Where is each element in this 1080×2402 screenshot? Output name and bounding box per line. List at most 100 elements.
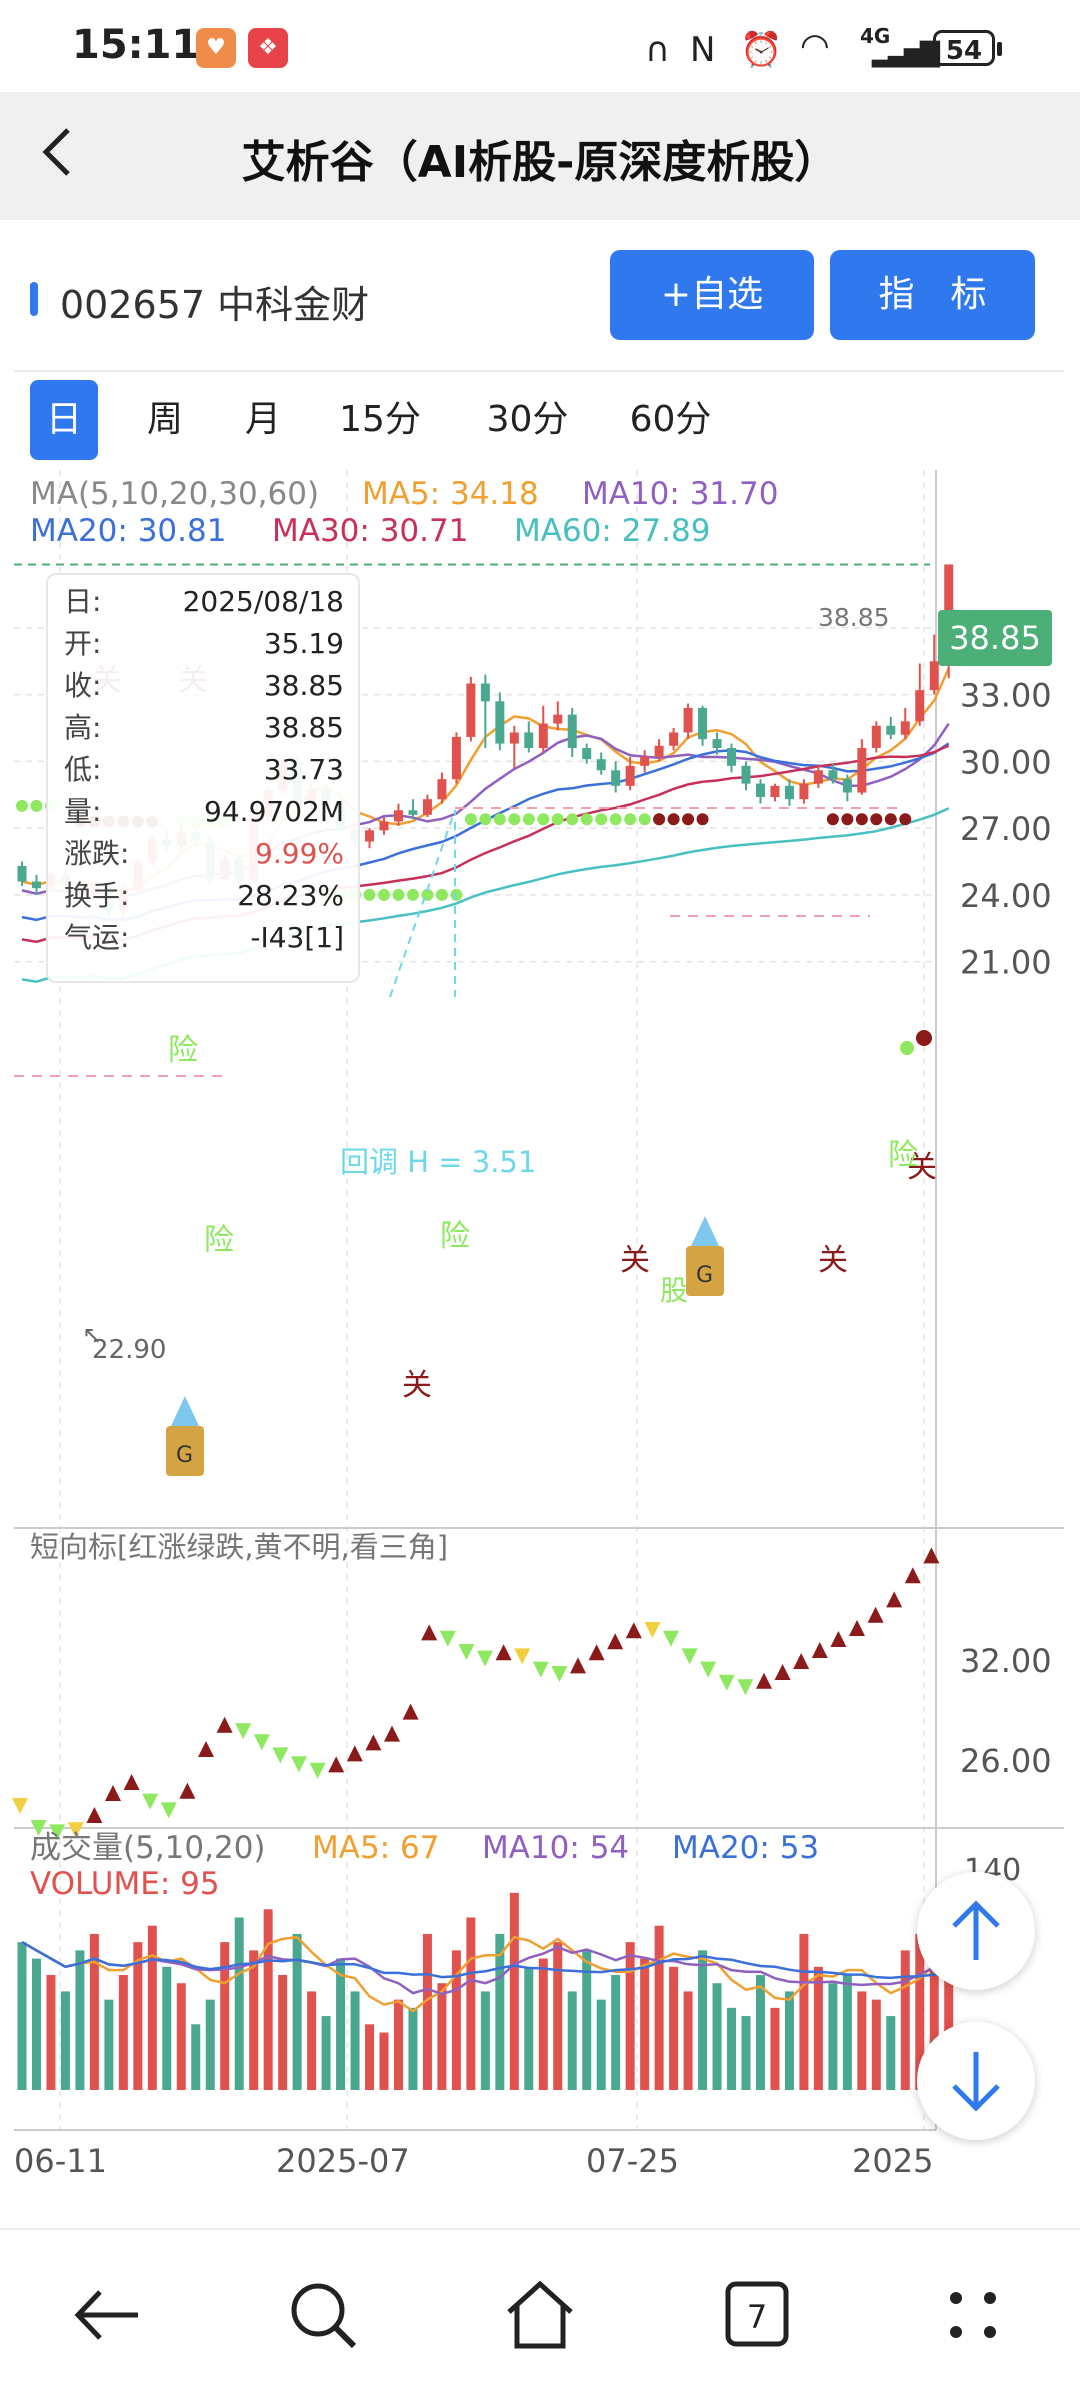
nav-menu-button[interactable] xyxy=(928,2270,1018,2360)
signal-dot xyxy=(696,813,709,826)
nav-tabs-button[interactable]: 7 xyxy=(712,2270,802,2360)
guan-label: 关 xyxy=(818,1243,848,1278)
signal-dot xyxy=(537,813,550,826)
candle-body xyxy=(900,721,910,735)
signal-dot xyxy=(609,813,622,826)
volume-bar xyxy=(75,1950,85,2090)
candle-body xyxy=(437,779,447,800)
volume-bar xyxy=(133,1942,143,2090)
high-marker-label: 38.85 xyxy=(818,603,890,632)
date-tick-label: 2025-07 xyxy=(276,2142,410,2180)
short-triangle xyxy=(30,1820,47,1836)
candle-body xyxy=(451,736,461,780)
volume-bar xyxy=(741,2016,751,2090)
tab-15min[interactable]: 15分 xyxy=(339,399,421,440)
volume-bar xyxy=(46,1975,56,2090)
candle-body xyxy=(480,683,490,702)
app-notification-icon-2: ❖ xyxy=(248,28,288,68)
back-button[interactable] xyxy=(30,112,90,192)
scroll-up-button[interactable] xyxy=(917,1872,1035,1990)
volume-bar xyxy=(640,1958,650,2090)
nav-back-button[interactable] xyxy=(62,2270,152,2360)
volume-bar xyxy=(205,1999,215,2090)
info-key: 量: xyxy=(64,795,102,828)
short-triangle xyxy=(272,1747,289,1764)
g-arrow-icon xyxy=(691,1216,719,1246)
volume-title: 成交量(5,10,20) xyxy=(30,1830,266,1866)
volume-bar xyxy=(162,1966,172,2090)
volume-bar xyxy=(625,1942,635,2090)
nav-home-button[interactable] xyxy=(495,2270,585,2360)
status-time: 15:11 xyxy=(72,22,200,68)
volume-bar xyxy=(365,2024,375,2090)
volume-value: VOLUME: 95 xyxy=(30,1866,220,1902)
tab-30min[interactable]: 30分 xyxy=(486,399,569,440)
info-key: 涨跌: xyxy=(64,837,130,870)
tab-60min[interactable]: 60分 xyxy=(629,399,712,440)
g-badge xyxy=(166,1426,204,1476)
wave-label: 回调 H = 3.51 xyxy=(340,1145,536,1179)
signal-dot xyxy=(826,813,839,826)
info-value: 33.73 xyxy=(263,753,344,786)
info-row: 高: 38.85 xyxy=(64,707,344,749)
volume-bar xyxy=(17,1942,27,2090)
candle-body xyxy=(741,765,751,784)
short-triangle xyxy=(811,1642,828,1658)
tabs-count-icon: 7 xyxy=(725,2281,789,2347)
g-badge xyxy=(686,1246,724,1296)
short-triangle xyxy=(365,1734,382,1751)
tab-week[interactable]: 周 xyxy=(146,399,183,440)
current-price-label: 38.85 xyxy=(938,610,1052,666)
short-triangle xyxy=(588,1644,605,1661)
volume-bar xyxy=(422,1933,432,2090)
info-key: 高: xyxy=(64,711,102,744)
candle-body xyxy=(698,707,708,740)
scroll-down-button[interactable] xyxy=(917,2022,1035,2140)
nav-search-button[interactable] xyxy=(278,2270,368,2360)
short-triangle xyxy=(607,1633,624,1650)
short-triangle xyxy=(495,1644,512,1661)
short-triangle xyxy=(123,1774,140,1790)
candle-body xyxy=(842,779,852,793)
wifi-icon: ◠ xyxy=(800,26,830,66)
tab-day[interactable]: 日 xyxy=(30,380,98,460)
tab-month[interactable]: 月 xyxy=(244,399,281,440)
volume-bar xyxy=(842,1975,852,2090)
date-axis: 06-11 2025-07 07-25 2025 xyxy=(14,2142,933,2180)
headphone-icon: ∩ xyxy=(645,30,670,70)
low-marker-label: 22.90 xyxy=(92,1335,166,1365)
signal-dot xyxy=(508,813,521,826)
candle-body xyxy=(582,748,592,760)
signal-icon: ▂▃▅▇ xyxy=(872,38,940,68)
short-triangle xyxy=(756,1672,772,1689)
volume-bar xyxy=(379,2032,389,2090)
kline-chart[interactable]: 关关关关关关险险险险股GG 36.0033.0030.0027.0024.002… xyxy=(0,470,1080,2230)
info-key: 低: xyxy=(64,753,102,786)
volume-bar xyxy=(567,1991,577,2090)
candle-body xyxy=(813,770,823,784)
candle-body xyxy=(538,723,548,749)
volume-bar xyxy=(886,2016,896,2090)
divider xyxy=(14,370,1064,372)
volume-bar xyxy=(307,1991,317,2090)
volume-bar xyxy=(263,1909,273,2090)
volume-bar xyxy=(191,2024,201,2090)
candle-body xyxy=(393,810,403,822)
signal-dot xyxy=(624,813,637,826)
info-value: 9.99% xyxy=(255,837,344,870)
short-triangle xyxy=(663,1630,679,1647)
volume-bar xyxy=(321,2016,331,2090)
short-triangle xyxy=(793,1653,810,1669)
signal-dot xyxy=(841,813,854,826)
nfc-icon: N xyxy=(690,30,716,70)
short-triangle xyxy=(346,1745,363,1762)
signal-dot xyxy=(566,813,579,826)
wave-triangle xyxy=(389,809,456,998)
xian-label: 险 xyxy=(440,1219,470,1254)
signal-dot xyxy=(493,813,506,826)
add-watchlist-button[interactable]: +自选 xyxy=(610,250,814,340)
volume-bar xyxy=(683,1991,693,2090)
indicator-button[interactable]: 指 标 xyxy=(830,250,1035,340)
candle-body xyxy=(379,821,389,831)
short-triangle xyxy=(439,1630,456,1647)
